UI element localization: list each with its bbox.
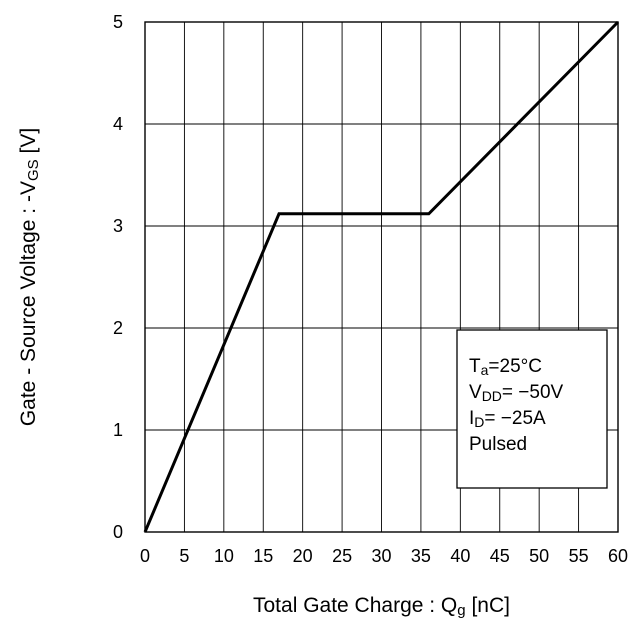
legend-line: Pulsed [469, 434, 527, 455]
x-tick-label: 35 [411, 546, 431, 566]
x-axis-title-unit: [nC] [466, 594, 510, 617]
legend-line-rest: = −25A [484, 408, 546, 429]
legend-line-main: Pulsed [469, 434, 527, 455]
legend-line: VDD= −50V [469, 382, 564, 404]
legend-line-sub: DD [482, 388, 502, 404]
x-tick-label: 10 [214, 546, 234, 566]
legend-line-sub: D [474, 414, 484, 430]
legend-line: ID= −25A [469, 408, 546, 430]
legend-line-rest: = −50V [502, 382, 564, 403]
x-tick-label: 20 [293, 546, 313, 566]
plot-frame [144, 21, 619, 533]
x-tick-label: 15 [253, 546, 273, 566]
x-tick-labels: 0 5 10 15 20 25 30 35 40 45 50 55 60 [140, 546, 628, 566]
x-axis-title-main: Total Gate Charge : Q [253, 594, 457, 617]
legend-line-main: V [469, 382, 482, 403]
y-axis-title-unit: [V] [17, 128, 40, 160]
y-tick-label: 0 [113, 522, 123, 542]
legend-line-main: T [469, 356, 481, 377]
x-tick-label: 55 [569, 546, 589, 566]
y-tick-label: 1 [113, 420, 123, 440]
legend-line-rest: =25°C [488, 356, 542, 377]
series-group [143, 20, 620, 533]
series-line-0 [143, 20, 620, 533]
x-tick-label: 45 [490, 546, 510, 566]
x-axis-title-sub: g [457, 602, 465, 619]
y-axis-title-sub: GS [25, 159, 42, 181]
x-tick-label: 30 [371, 546, 391, 566]
y-tick-label: 3 [113, 216, 123, 236]
x-tick-label: 25 [332, 546, 352, 566]
y-axis-title: Gate - Source Voltage : -VGS [V] [17, 128, 42, 426]
x-tick-label: 0 [140, 546, 150, 566]
y-tick-label: 2 [113, 318, 123, 338]
y-tick-label: 4 [113, 114, 123, 134]
y-tick-labels: 0 1 2 3 4 5 [113, 12, 123, 542]
x-tick-label: 50 [529, 546, 549, 566]
y-tick-label: 5 [113, 12, 123, 32]
y-axis-title-main: Gate - Source Voltage : -V [17, 181, 40, 426]
x-tick-label: 40 [450, 546, 470, 566]
x-tick-label: 60 [608, 546, 628, 566]
legend-line-main: I [469, 408, 474, 429]
x-tick-label: 5 [179, 546, 189, 566]
legend-frame [456, 329, 608, 489]
legend-line-sub: a [481, 362, 489, 378]
legend-box: Ta=25°C VDD= −50V ID= −25A Pulsed [456, 329, 608, 489]
x-axis-title: Total Gate Charge : Qg [nC] [253, 594, 510, 619]
legend-line: Ta=25°C [469, 356, 542, 378]
